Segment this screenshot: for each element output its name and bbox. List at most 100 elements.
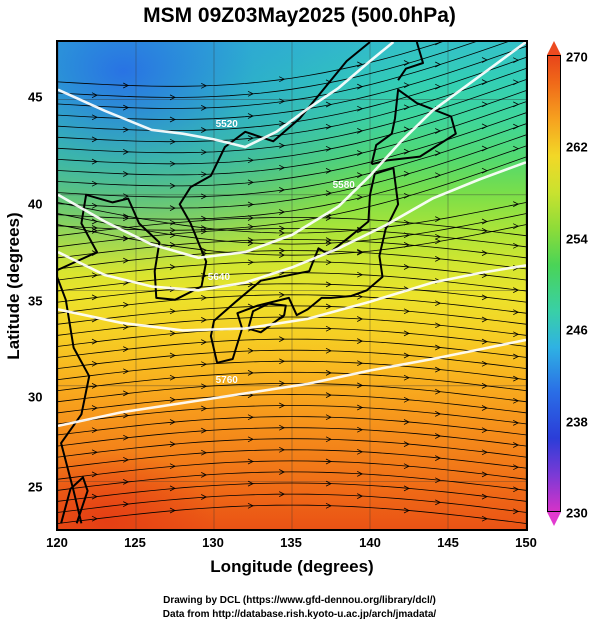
x-axis-label: Longitude (degrees) <box>210 557 374 576</box>
wind-arrowhead <box>513 201 520 207</box>
streamline <box>58 349 526 369</box>
wind-arrowhead <box>325 281 332 288</box>
wind-arrowhead <box>91 471 98 478</box>
wind-arrowhead <box>403 308 410 315</box>
wind-arrowhead <box>247 281 254 288</box>
wind-arrowhead <box>513 57 520 64</box>
credit-data: Data from http://database.rish.kyoto-u.a… <box>162 609 437 620</box>
wind-arrowhead <box>123 149 130 155</box>
wind-arrowhead <box>279 336 286 342</box>
wind-arrowhead <box>91 383 98 389</box>
streamline <box>58 493 526 513</box>
wind-arrowhead <box>357 448 364 455</box>
wind-arrowhead <box>435 322 442 329</box>
wind-arrowhead <box>279 76 286 83</box>
streamline <box>58 405 526 425</box>
wind-arrowhead <box>279 120 286 127</box>
wind-arrowhead <box>435 61 442 68</box>
wind-arrowhead <box>513 397 520 404</box>
wind-arrowhead <box>123 501 130 507</box>
coastline <box>58 42 371 524</box>
wind-arrowhead <box>169 463 176 470</box>
colorbar-max-arrow <box>547 41 561 55</box>
wind-arrowhead <box>357 83 364 90</box>
streamline <box>58 327 526 347</box>
streamline <box>58 338 526 358</box>
wind-arrowhead <box>435 42 442 46</box>
wind-arrowhead <box>123 257 130 264</box>
wind-arrowhead <box>247 502 254 509</box>
height-contour <box>58 42 526 260</box>
wind-arrowhead <box>403 60 410 66</box>
wind-arrowhead <box>201 149 208 156</box>
wind-arrowhead <box>247 240 254 246</box>
y-tick-label: 30 <box>28 389 43 405</box>
wind-arrowhead <box>91 449 98 456</box>
wind-arrowhead <box>325 259 332 266</box>
wind-arrowhead <box>435 216 442 222</box>
wind-arrowhead <box>435 499 442 506</box>
wind-arrowhead <box>279 469 286 475</box>
streamline <box>58 438 526 458</box>
wind-arrowhead <box>513 145 520 152</box>
wind-arrowhead <box>123 368 130 375</box>
wind-arrowhead <box>403 396 410 403</box>
wind-arrowhead <box>513 123 520 130</box>
streamline <box>58 382 526 403</box>
streamline <box>58 42 509 109</box>
wind-arrowhead <box>481 145 488 152</box>
streamline <box>58 134 526 209</box>
wind-arrowhead <box>91 158 98 165</box>
wind-arrowhead <box>481 218 488 225</box>
streamline <box>58 216 526 237</box>
wind-arrowhead <box>403 374 410 381</box>
wind-arrowhead <box>325 168 332 174</box>
streamline <box>58 239 526 259</box>
wind-arrowhead <box>357 128 364 134</box>
wind-arrowhead <box>513 242 520 249</box>
wind-arrowhead <box>123 456 130 463</box>
wind-arrowhead <box>279 491 286 497</box>
wind-arrowhead <box>513 420 520 426</box>
wind-arrowhead <box>435 411 442 417</box>
wind-arrowhead <box>325 215 332 221</box>
wind-arrowhead <box>123 434 130 441</box>
wind-arrowhead <box>123 193 130 200</box>
wind-arrowhead <box>435 238 442 245</box>
x-tick-label: 135 <box>280 535 302 550</box>
wind-arrowhead <box>247 223 254 230</box>
wind-arrowhead <box>403 104 410 111</box>
wind-arrowhead <box>435 388 442 395</box>
wind-arrowhead <box>513 486 520 493</box>
wind-arrowhead <box>169 264 176 270</box>
streamline <box>58 123 526 198</box>
map-overlay <box>58 42 526 529</box>
wind-arrowhead <box>279 424 286 431</box>
x-tick-label: 120 <box>46 535 68 550</box>
streamline <box>58 250 526 270</box>
streamline <box>58 79 526 154</box>
wind-arrowhead <box>403 126 410 133</box>
credit-drawing: Drawing by DCL (https://www.gfd-dennou.o… <box>163 595 436 606</box>
wind-arrowhead <box>279 187 286 193</box>
height-contour <box>58 264 526 332</box>
wind-arrowhead <box>123 324 130 330</box>
wind-arrowhead <box>481 57 488 63</box>
wind-arrowhead <box>279 98 286 105</box>
wind-arrowhead <box>279 358 286 365</box>
wind-arrowhead <box>403 330 410 337</box>
wind-arrowhead <box>481 123 488 130</box>
wind-arrowhead <box>481 228 488 234</box>
wind-arrowhead <box>357 426 364 433</box>
wind-arrowhead <box>169 507 176 514</box>
streamline <box>58 90 526 165</box>
height-contours <box>58 42 526 428</box>
colorbar-tick-label: 270 <box>566 49 588 65</box>
wind-arrowhead <box>325 101 332 108</box>
wind-arrowhead <box>435 172 442 179</box>
wind-arrowhead <box>325 480 332 487</box>
wind-arrowhead <box>201 105 208 111</box>
wind-arrowhead <box>91 493 98 500</box>
wind-arrowhead <box>201 361 208 368</box>
wind-arrowhead <box>435 344 442 351</box>
